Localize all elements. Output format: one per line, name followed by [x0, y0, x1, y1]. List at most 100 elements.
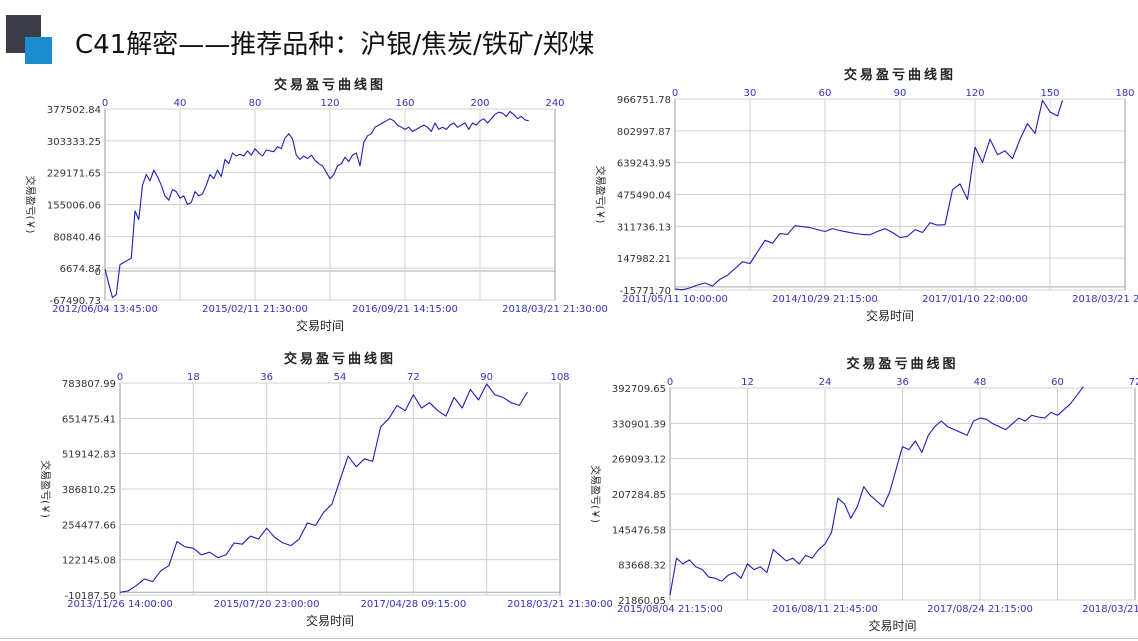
- x-tick-label: 2013/11/26 14:00:00: [67, 599, 173, 610]
- logo-mark: [6, 15, 52, 64]
- y-tick-label: 155006.06: [47, 201, 101, 212]
- y-tick-label: 519142.83: [62, 450, 116, 461]
- y-axis-label: 交易盈亏(￥): [589, 465, 602, 523]
- top-tick-label: 120: [965, 88, 984, 99]
- x-tick-label: 2017/08/24 21:15:00: [927, 604, 1033, 615]
- equity-curve-line: [104, 110, 529, 299]
- top-tick-label: 36: [896, 377, 909, 388]
- y-tick-label: -67490.73: [50, 296, 101, 307]
- top-tick-label: 80: [249, 98, 262, 109]
- chart-title: 交易盈亏曲线图: [274, 77, 386, 93]
- y-tick-label: 83668.32: [618, 561, 666, 572]
- y-tick-label: 147982.21: [617, 254, 671, 265]
- y-tick-label: 145476.58: [612, 525, 666, 536]
- chart-title: 交易盈亏曲线图: [284, 351, 396, 367]
- top-tick-label: 18: [187, 372, 200, 383]
- y-tick-label: 122145.08: [62, 556, 116, 567]
- chart-panel-coke: 交易盈亏曲线图 966751.78 802997.87 639243.95 475490…: [585, 60, 1138, 345]
- top-tick-label: 120: [320, 98, 339, 109]
- top-tick-label: 24: [819, 377, 832, 388]
- y-axis-label: 交易盈亏(￥): [594, 166, 607, 224]
- top-tick-label: 0: [672, 88, 678, 99]
- divider-line: [0, 638, 1138, 639]
- top-tick-label: 60: [1051, 377, 1064, 388]
- x-tick-label: 2015/08/04 21:15:00: [617, 604, 723, 615]
- top-tick-label: 72: [1129, 377, 1138, 388]
- x-tick-label: 2016/09/21 14:15:00: [352, 304, 458, 315]
- equity-curve-line: [674, 99, 1064, 291]
- y-tick-label: 802997.87: [617, 127, 671, 138]
- y-tick-label: 80840.46: [53, 232, 101, 243]
- x-tick-label: 2014/10/29 21:15:00: [772, 294, 878, 305]
- y-tick-label: -15771.70: [620, 286, 671, 297]
- x-tick-label: 2017/01/10 22:00:00: [922, 294, 1028, 305]
- top-tick-label: 0: [117, 372, 123, 383]
- y-tick-label: 377502.84: [47, 105, 101, 116]
- zero-label: 0: [95, 267, 101, 278]
- y-tick-label: 254477.66: [62, 520, 116, 531]
- x-tick-label: 2012/06/04 13:45:00: [52, 304, 158, 315]
- x-tick-label: 2018/03/21 21:30:00: [502, 304, 608, 315]
- top-tick-label: 30: [744, 88, 757, 99]
- y-tick-label: 639243.95: [617, 159, 671, 170]
- top-tick-label: 12: [741, 377, 754, 388]
- y-tick-label: 21860.05: [618, 596, 666, 607]
- x-axis-label: 交易时间: [296, 318, 344, 333]
- chart-panel-thermal-coal: 交易盈亏曲线图 392709.65 330901.39 269093.12 207284…: [585, 345, 1138, 640]
- y-tick-label: 651475.41: [62, 414, 116, 425]
- top-tick-label: 36: [260, 372, 273, 383]
- y-tick-label: 311736.13: [617, 222, 671, 233]
- y-tick-label: 303333.25: [47, 137, 101, 148]
- x-tick-label: 2015/07/20 23:00:00: [214, 599, 320, 610]
- y-tick-label: 207284.85: [612, 490, 666, 501]
- y-tick-label: 229171.65: [47, 169, 101, 180]
- y-tick-label: 475490.04: [617, 191, 671, 202]
- y-tick-label: 783807.99: [62, 379, 116, 390]
- y-tick-label: 330901.39: [612, 419, 666, 430]
- chart-svg: 交易盈亏曲线图 377502.84 303333.25 229171.65 155006…: [24, 77, 608, 333]
- top-tick-label: 150: [1040, 88, 1059, 99]
- top-tick-label: 240: [545, 98, 564, 109]
- y-tick-label: -10187.50: [65, 591, 116, 602]
- y-tick-label: 386810.25: [62, 485, 116, 496]
- top-tick-label: 72: [407, 372, 420, 383]
- x-tick-label: 2011/05/11 10:00:00: [622, 294, 728, 305]
- y-tick-label: 392709.65: [612, 384, 666, 395]
- chart-title: 交易盈亏曲线图: [844, 67, 956, 83]
- chart-panel-iron-ore: 交易盈亏曲线图 783807.99 651475.41 519142.83 386810…: [0, 340, 613, 640]
- y-axis-label: 交易盈亏(￥): [24, 176, 37, 234]
- x-tick-label: 2018/03/21 21:30:00: [507, 599, 613, 610]
- equity-curve-line: [669, 386, 1084, 596]
- top-tick-label: 60: [819, 88, 832, 99]
- top-tick-label: 0: [102, 98, 108, 109]
- x-tick-label: 2017/04/28 09:15:00: [360, 599, 466, 610]
- top-tick-label: 48: [974, 377, 987, 388]
- page-title: C41解密——推荐品种：沪银/焦炭/铁矿/郑煤: [75, 30, 595, 60]
- chart-title: 交易盈亏曲线图: [846, 356, 958, 372]
- y-tick-label: 269093.12: [612, 455, 666, 466]
- x-tick-label: 2018/03/21 21:30:00: [1082, 604, 1138, 615]
- y-axis-label: 交易盈亏(￥): [39, 460, 52, 518]
- x-axis-label: 交易时间: [866, 308, 914, 323]
- top-tick-label: 108: [550, 372, 569, 383]
- chart-svg: 交易盈亏曲线图 966751.78 802997.87 639243.95 475490…: [594, 67, 1138, 323]
- top-tick-label: 40: [174, 98, 187, 109]
- top-tick-label: 0: [667, 377, 673, 388]
- x-tick-label: 2015/02/11 21:30:00: [202, 304, 308, 315]
- chart-svg: 交易盈亏曲线图 783807.99 651475.41 519142.83 386810…: [39, 351, 613, 628]
- top-tick-label: 90: [894, 88, 907, 99]
- equity-curve-line: [119, 383, 528, 593]
- chart-panel-silver: 交易盈亏曲线图 377502.84 303333.25 229171.65 155006…: [0, 70, 608, 340]
- x-axis-label: 交易时间: [868, 618, 916, 633]
- top-tick-label: 180: [1115, 88, 1134, 99]
- x-tick-label: 2016/08/11 21:45:00: [772, 604, 878, 615]
- logo-blue-square: [25, 37, 52, 64]
- top-tick-label: 54: [334, 372, 347, 383]
- chart-svg: 交易盈亏曲线图 392709.65 330901.39 269093.12 207284…: [589, 356, 1138, 633]
- y-tick-label: 6674.87: [60, 264, 101, 275]
- top-tick-label: 90: [480, 372, 493, 383]
- top-tick-label: 160: [395, 98, 414, 109]
- x-axis-label: 交易时间: [306, 613, 354, 628]
- x-tick-label: 2018/03/21 21:30:00: [1072, 294, 1138, 305]
- y-tick-label: 966751.78: [617, 95, 671, 106]
